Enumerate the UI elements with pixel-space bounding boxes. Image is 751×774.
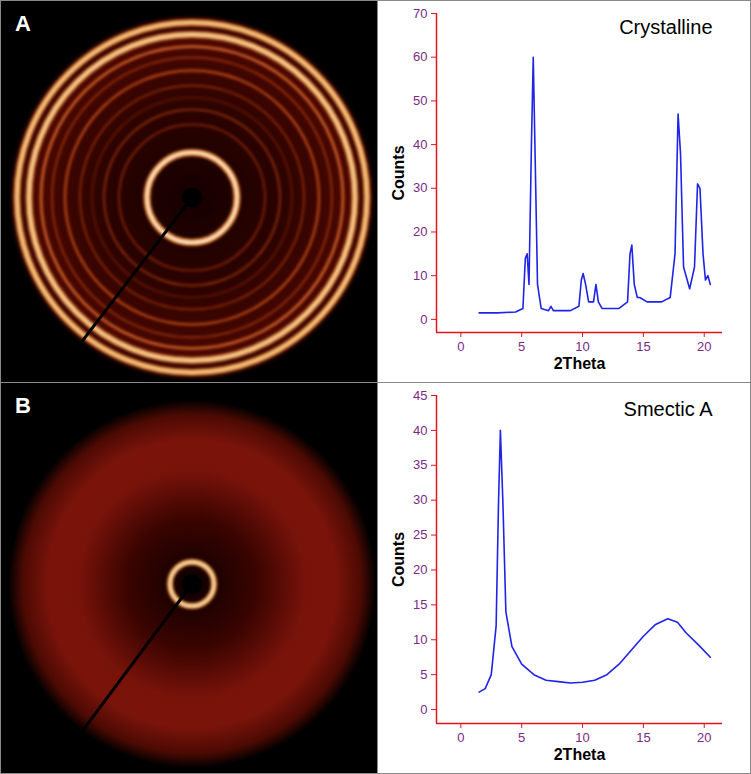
svg-text:30: 30 bbox=[413, 180, 427, 195]
svg-text:2Theta: 2Theta bbox=[554, 746, 606, 763]
svg-text:20: 20 bbox=[697, 730, 711, 745]
svg-text:5: 5 bbox=[420, 667, 427, 682]
svg-text:10: 10 bbox=[413, 268, 427, 283]
svg-text:60: 60 bbox=[413, 49, 427, 64]
svg-text:5: 5 bbox=[518, 339, 525, 354]
svg-text:A: A bbox=[15, 11, 31, 36]
svg-text:70: 70 bbox=[413, 6, 427, 21]
svg-text:10: 10 bbox=[575, 339, 589, 354]
svg-text:30: 30 bbox=[413, 492, 427, 507]
svg-text:20: 20 bbox=[413, 562, 427, 577]
svg-text:45: 45 bbox=[413, 388, 427, 403]
svg-text:50: 50 bbox=[413, 93, 427, 108]
svg-text:0: 0 bbox=[420, 702, 427, 717]
svg-text:15: 15 bbox=[636, 339, 650, 354]
svg-text:Crystalline: Crystalline bbox=[619, 16, 712, 38]
svg-text:15: 15 bbox=[636, 730, 650, 745]
svg-text:0: 0 bbox=[457, 339, 464, 354]
svg-text:Counts: Counts bbox=[390, 145, 407, 200]
svg-text:40: 40 bbox=[413, 423, 427, 438]
svg-text:Counts: Counts bbox=[390, 532, 407, 587]
svg-text:0: 0 bbox=[457, 730, 464, 745]
svg-text:15: 15 bbox=[413, 597, 427, 612]
svg-text:20: 20 bbox=[697, 339, 711, 354]
svg-text:5: 5 bbox=[518, 730, 525, 745]
svg-text:25: 25 bbox=[413, 527, 427, 542]
svg-text:10: 10 bbox=[413, 632, 427, 647]
svg-text:20: 20 bbox=[413, 224, 427, 239]
svg-text:10: 10 bbox=[575, 730, 589, 745]
svg-text:2Theta: 2Theta bbox=[554, 355, 606, 372]
svg-text:Smectic A: Smectic A bbox=[624, 398, 714, 420]
svg-text:40: 40 bbox=[413, 137, 427, 152]
svg-text:B: B bbox=[15, 393, 31, 418]
svg-text:35: 35 bbox=[413, 457, 427, 472]
svg-text:0: 0 bbox=[420, 312, 427, 327]
